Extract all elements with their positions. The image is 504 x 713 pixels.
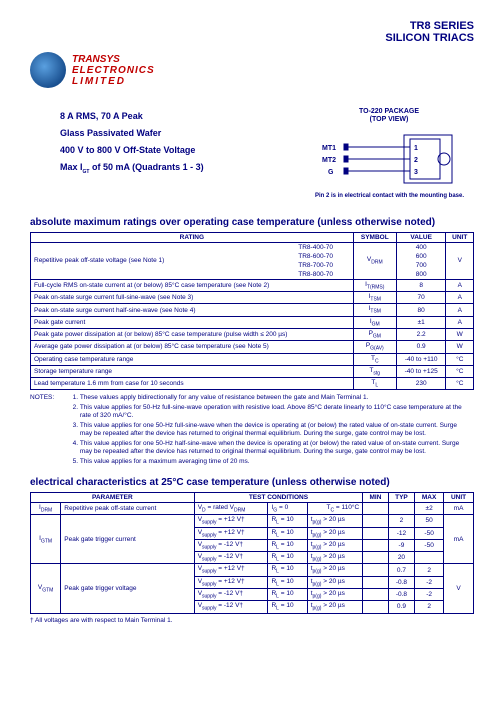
package-diagram: TO-220 PACKAGE (TOP VIEW) MT1 MT2 G 1 2 … [314,108,474,199]
svg-text:G: G [328,169,334,176]
logo-text: TRANSYS ELECTRONICS LIMITED [72,54,155,87]
table-row: Average gate power dissipation at (or be… [31,341,474,353]
logo-icon [30,52,66,88]
note-item: This value applies for 50-Hz full-sine-w… [80,404,470,421]
note-item: This value applies for one 50-Hz half-si… [80,440,470,457]
notes-list: These values apply bidirectionally for a… [66,394,470,467]
table-row: Operating case temperature rangeTC-40 to… [31,353,474,365]
header-series: TR8 SERIES SILICON TRIACS [30,20,474,44]
package-note: Pin 2 is in electrical contact with the … [314,193,464,199]
spec-line: Max IGT of 50 mA (Quadrants 1 - 3) [60,159,204,177]
product: SILICON TRIACS [30,32,474,44]
svg-text:2: 2 [414,157,418,164]
table-row: Storage temperature rangeTstg-40 to +125… [31,365,474,377]
footnote: † All voltages are with respect to Main … [30,617,474,624]
spec-line: 8 A RMS, 70 A Peak [60,108,204,125]
table-row: Peak on-state surge current half-sine-wa… [31,304,474,316]
note-item: These values apply bidirectionally for a… [80,394,470,402]
svg-text:3: 3 [414,169,418,176]
table-row: Peak on-state surge current full-sine-wa… [31,292,474,304]
note-item: This value applies for one 50-Hz full-si… [80,422,470,439]
to220-icon: MT1 MT2 G 1 2 3 [314,129,464,189]
table-row: Lead temperature 1.6 mm from case for 10… [31,378,474,390]
table-row: VGTMPeak gate trigger voltageVsupply = +… [31,564,474,576]
electrical-table: PARAMETER TEST CONDITIONS MIN TYP MAX UN… [30,492,474,614]
note-item: This value applies for a maximum averagi… [80,458,470,466]
section-title: absolute maximum ratings over operating … [30,217,474,228]
svg-text:1: 1 [414,145,418,152]
table-row: Peak gate currentIGM±1A [31,316,474,328]
svg-text:MT2: MT2 [322,157,336,164]
spec-line: 400 V to 800 V Off-State Voltage [60,142,204,159]
table-row: IGTMPeak gate trigger currentVsupply = +… [31,515,474,527]
ratings-table: RATING SYMBOL VALUE UNIT Repetitive peak… [30,232,474,391]
table-row: IDRM Repetitive peak off-state current V… [31,502,474,514]
series: TR8 SERIES [30,20,474,32]
table-row: Full-cycle RMS on-state current at (or b… [31,279,474,291]
specs-row: 8 A RMS, 70 A Peak Glass Passivated Wafe… [30,108,474,199]
notes-block: NOTES: These values apply bidirectionall… [30,394,474,467]
logo: TRANSYS ELECTRONICS LIMITED [30,52,474,88]
spec-line: Glass Passivated Wafer [60,125,204,142]
svg-text:MT1: MT1 [322,145,336,152]
section-title: electrical characteristics at 25°C case … [30,477,474,488]
table-row: Peak gate power dissipation at (or below… [31,328,474,340]
specs-list: 8 A RMS, 70 A Peak Glass Passivated Wafe… [30,108,204,199]
